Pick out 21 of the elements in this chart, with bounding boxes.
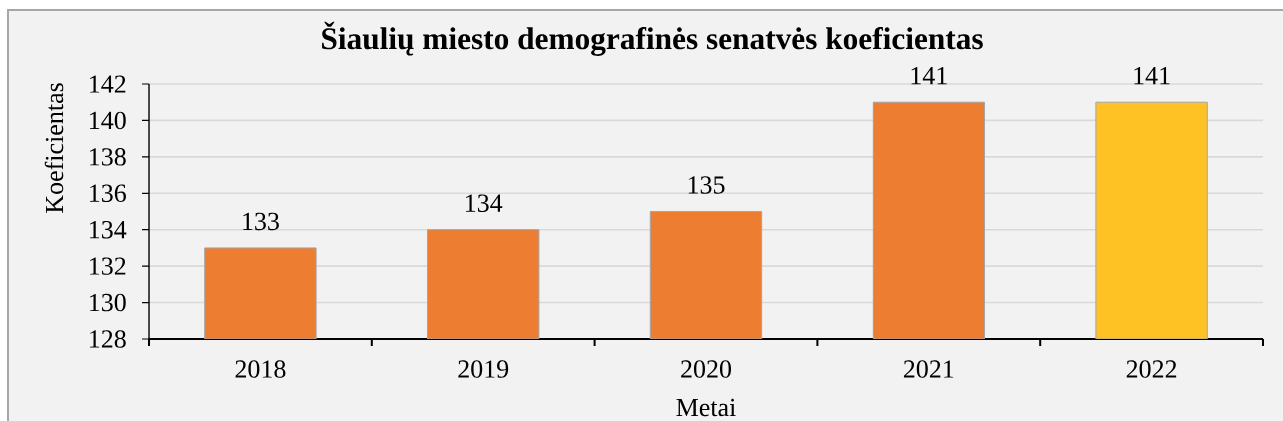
chart-title: Šiaulių miesto demografinės senatvės koeficientas [322,21,983,56]
x-axis-title: Metai [676,398,736,417]
y-tick-label: 136 [90,184,126,203]
data-label: 135 [688,176,725,194]
data-label: 141 [911,67,947,85]
data-label: 134 [465,194,503,212]
x-tick-label: 2019 [458,360,509,378]
y-tick-label: 134 [90,220,127,239]
x-tick-label: 2020 [681,360,731,378]
data-label: 133 [243,212,279,231]
y-tick-label: 142 [90,75,126,93]
y-tick-label: 128 [90,330,126,348]
x-tick-label: 2022 [1126,360,1177,378]
y-tick-label: 132 [90,257,126,275]
y-tick-label: 140 [90,111,126,130]
x-tick-label: 2021 [903,360,954,378]
y-axis-title: Koeficientas [44,83,64,213]
data-label: 141 [1134,67,1170,85]
y-tick-label: 130 [90,293,126,312]
x-tick-label: 2018 [235,360,286,378]
y-tick-label: 138 [90,148,126,166]
